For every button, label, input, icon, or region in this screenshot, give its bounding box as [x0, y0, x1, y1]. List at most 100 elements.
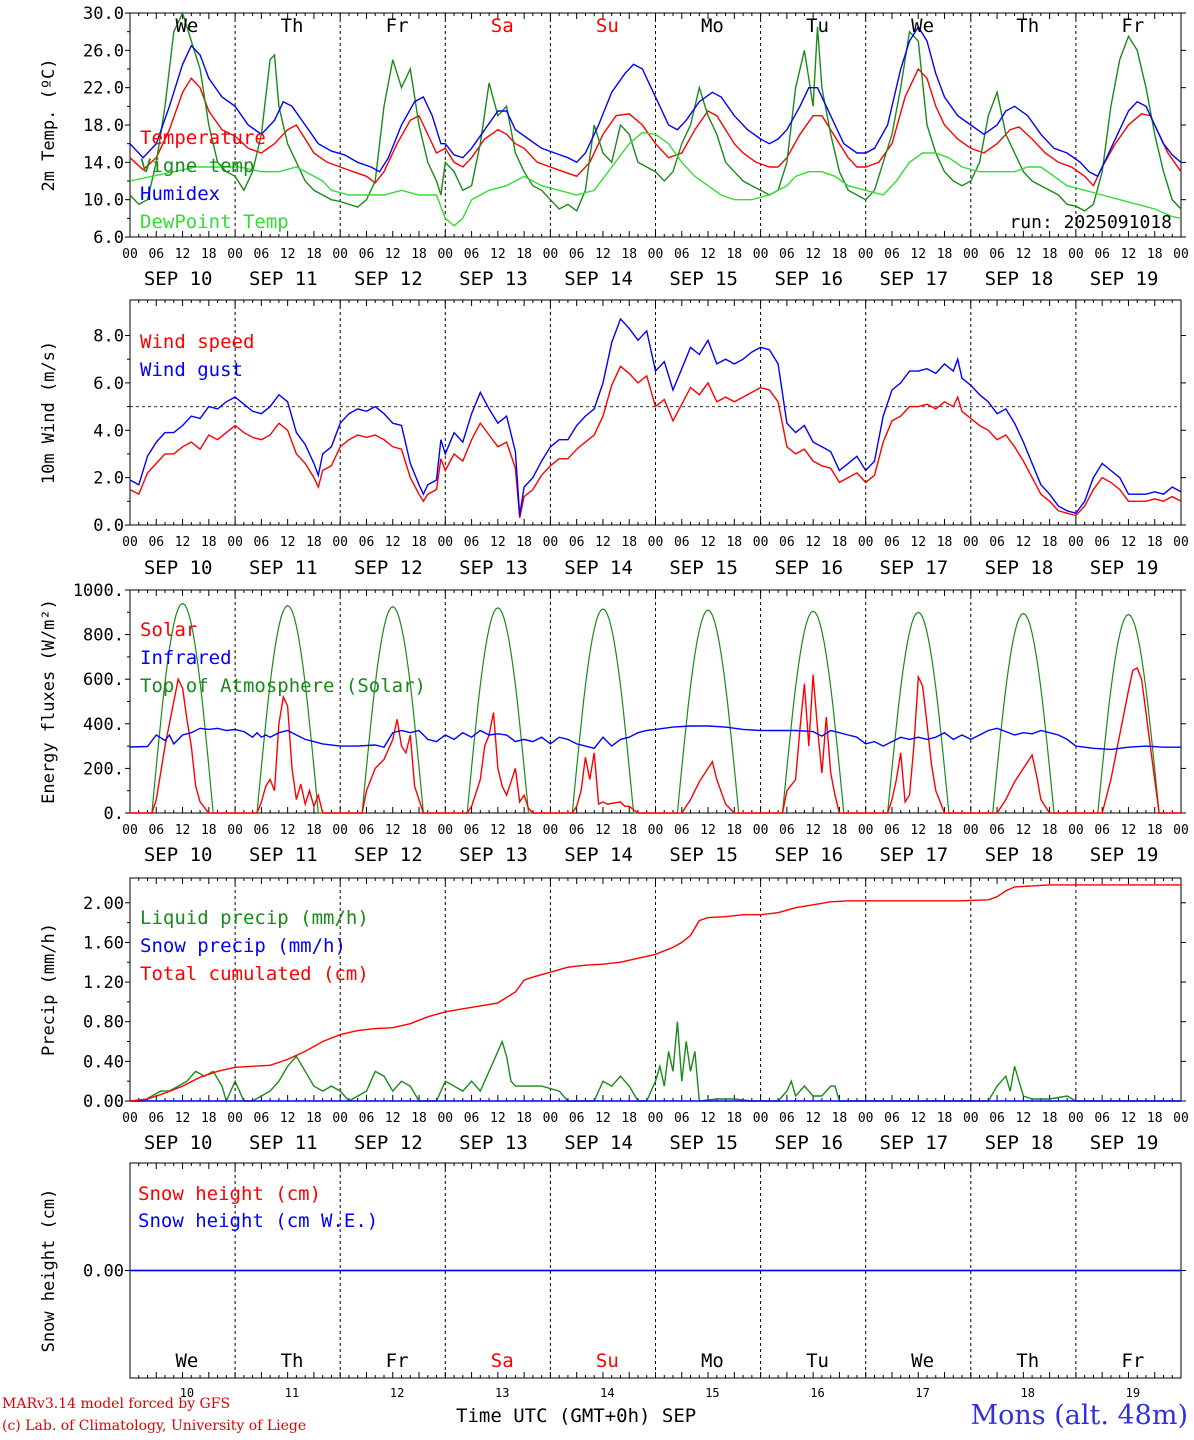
hour-tick-label: 00: [858, 1111, 874, 1126]
hour-tick-label: 18: [621, 535, 637, 550]
hour-tick-label: 00: [963, 1111, 979, 1126]
hour-tick-label: 18: [201, 535, 217, 550]
date-label: SEP 12: [354, 844, 423, 866]
y-tick-label: 1000.: [73, 581, 124, 601]
series-line-liquid-precip-mm-h-: [130, 1021, 1181, 1104]
legend-entry: Snow height (cm W.E.): [138, 1210, 378, 1232]
meteogram-figure: 6.0 10.0 14.0 18.0 22.0 26.0 30.0 2m Temp. (ºC)…: [39, 4, 1189, 1400]
hour-tick-label: 12: [175, 247, 191, 262]
hour-tick-label: 12: [175, 1111, 191, 1126]
date-label: SEP 14: [564, 844, 633, 866]
hour-tick-label: 06: [989, 535, 1005, 550]
date-label: SEP 16: [774, 844, 843, 866]
weekday-label: Fr: [386, 1350, 409, 1372]
weekday-label: Su: [596, 15, 619, 37]
legend-entry: Snow precip (mm/h): [140, 935, 346, 957]
legend-entry: Temperature: [140, 127, 266, 149]
hour-tick-label: 12: [910, 1111, 926, 1126]
date-label: SEP 14: [564, 557, 633, 579]
y-tick-label: 8.0: [93, 327, 124, 347]
hour-tick-label: 18: [306, 1111, 322, 1126]
date-label: SEP 13: [459, 557, 528, 579]
series-line-infrared: [129, 725, 1181, 751]
hour-tick-label: 00: [1173, 247, 1189, 262]
date-label: SEP 12: [354, 1132, 423, 1154]
series-line-wind-gust: [129, 317, 1182, 516]
day-number-label: 13: [495, 1386, 509, 1400]
hour-tick-label: 12: [1121, 823, 1137, 838]
date-label: SEP 17: [880, 268, 949, 290]
date-label: SEP 12: [354, 268, 423, 290]
hour-tick-label: 18: [621, 247, 637, 262]
hour-tick-label: 12: [490, 1111, 506, 1126]
hour-tick-label: 12: [490, 823, 506, 838]
hour-tick-label: 00: [753, 535, 769, 550]
hour-tick-label: 12: [1121, 535, 1137, 550]
day-number-label: 11: [285, 1386, 299, 1400]
hour-tick-label: 12: [700, 535, 716, 550]
date-label: SEP 15: [669, 268, 738, 290]
hour-tick-label: 06: [464, 1111, 480, 1126]
y-tick-label: 1.60: [83, 933, 124, 953]
hour-tick-label: 06: [1094, 247, 1110, 262]
date-label: SEP 16: [774, 557, 843, 579]
weekday-label: Th: [1016, 1350, 1039, 1372]
day-number-label: 15: [705, 1386, 719, 1400]
hour-tick-label: 12: [175, 823, 191, 838]
hour-tick-label: 12: [490, 247, 506, 262]
hour-tick-label: 06: [884, 823, 900, 838]
hour-tick-label: 18: [937, 1111, 953, 1126]
hour-tick-label: 18: [1147, 247, 1163, 262]
location-label: Mons (alt. 48m): [970, 1400, 1188, 1431]
legend-entry: Wind speed: [140, 331, 254, 353]
hour-tick-label: 18: [306, 247, 322, 262]
weekday-label: We: [911, 15, 934, 37]
date-label: SEP 19: [1090, 268, 1159, 290]
hour-tick-label: 12: [805, 1111, 821, 1126]
hour-tick-label: 12: [385, 823, 401, 838]
hour-tick-label: 12: [700, 247, 716, 262]
hour-tick-label: 00: [122, 823, 138, 838]
hour-tick-label: 18: [201, 1111, 217, 1126]
hour-tick-label: 00: [858, 247, 874, 262]
hour-tick-label: 00: [1068, 1111, 1084, 1126]
y-axis-label: Precip (mm/h): [39, 923, 59, 1056]
hour-tick-label: 00: [1068, 535, 1084, 550]
hour-tick-label: 06: [148, 535, 164, 550]
legend-entry: DewPoint Temp: [140, 211, 289, 233]
hour-tick-label: 00: [648, 535, 664, 550]
hour-tick-label: 18: [937, 823, 953, 838]
series-line-humidex: [129, 25, 1182, 178]
hour-tick-label: 18: [1042, 1111, 1058, 1126]
legend-entry: Infrared: [140, 647, 232, 669]
date-label: SEP 18: [985, 844, 1054, 866]
hour-tick-label: 12: [1016, 535, 1032, 550]
weekday-label: Mo: [701, 1350, 724, 1372]
date-label: SEP 18: [985, 1132, 1054, 1154]
hour-tick-label: 06: [1094, 823, 1110, 838]
hour-tick-label: 12: [910, 823, 926, 838]
date-label: SEP 17: [880, 844, 949, 866]
y-tick-label: 0.00: [83, 1092, 124, 1112]
hour-tick-label: 00: [1068, 823, 1084, 838]
hour-tick-label: 00: [437, 1111, 453, 1126]
hour-tick-label: 12: [1121, 247, 1137, 262]
month-label: SEP: [661, 1405, 697, 1427]
hour-tick-label: 12: [385, 535, 401, 550]
series-line-solar: [130, 667, 1181, 814]
hour-tick-label: 18: [1042, 535, 1058, 550]
weekday-label: Sa: [491, 15, 514, 37]
hour-tick-label: 00: [122, 1111, 138, 1126]
model-credit: MARv3.14 model forced by GFS: [2, 1396, 231, 1412]
weekday-label: Tu: [806, 1350, 829, 1372]
hour-tick-label: 18: [411, 823, 427, 838]
hour-tick-label: 06: [674, 1111, 690, 1126]
hour-tick-label: 18: [306, 823, 322, 838]
hour-tick-label: 06: [989, 247, 1005, 262]
weekday-label: Fr: [1121, 1350, 1144, 1372]
date-label: SEP 10: [144, 557, 213, 579]
day-number-label: 14: [600, 1386, 614, 1400]
weekday-label: Fr: [386, 15, 409, 37]
hour-tick-label: 18: [832, 247, 848, 262]
hour-tick-label: 12: [805, 823, 821, 838]
